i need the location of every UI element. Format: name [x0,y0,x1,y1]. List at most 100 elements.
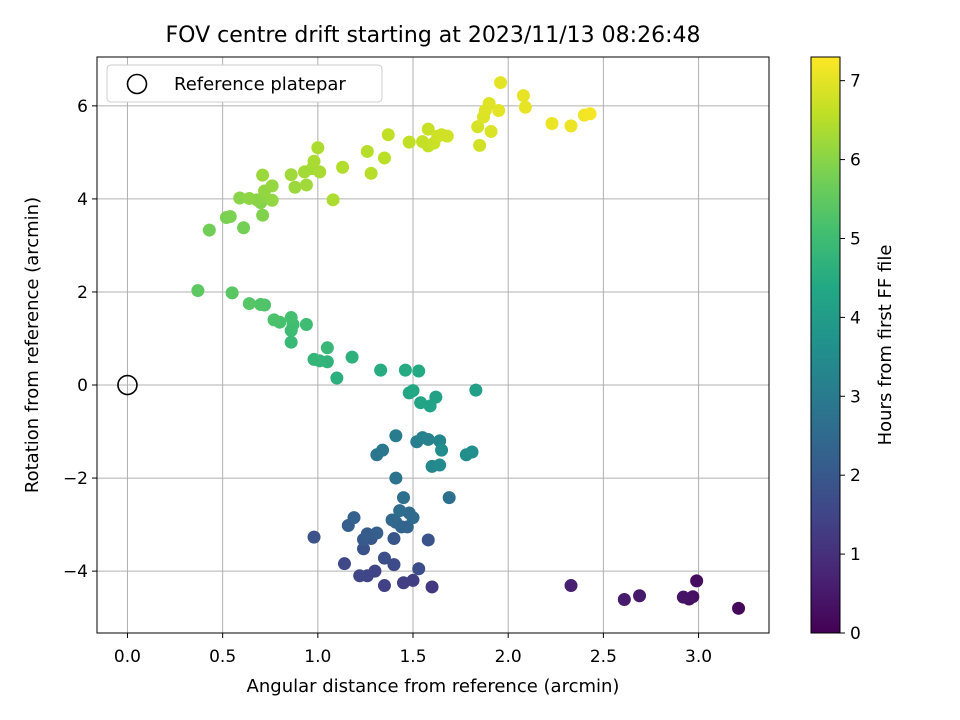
scatter-point [284,335,298,349]
scatter-point [516,89,530,103]
scatter-point [223,210,237,224]
scatter-point [414,396,428,410]
scatter-point [370,526,384,540]
legend-box [106,64,383,103]
scatter-point [307,352,321,366]
scatter-point [396,491,410,505]
scatter-point [307,530,321,544]
scatter-point [320,341,334,355]
colorbar-tick-label: 5 [850,229,861,249]
scatter-point [267,313,281,327]
scatter-point [353,569,367,583]
scatter-point [469,383,483,397]
scatter-point [545,117,559,131]
scatter-point [254,298,268,312]
x-tick-label: 0.0 [114,647,141,667]
scatter-point [564,119,578,133]
y-tick-label: −2 [63,469,88,489]
y-axis-label: Rotation from reference (arcmin) [22,197,43,493]
scatter-point [412,562,426,576]
x-axis-label: Angular distance from reference (arcmin) [247,676,620,697]
scatter-point [471,120,485,134]
scatter-point [387,532,401,546]
scatter-point [402,135,416,149]
scatter-point [442,491,456,505]
chart-title: FOV centre drift starting at 2023/11/13 … [166,23,701,48]
y-tick-label: 4 [77,190,88,210]
scatter-point [265,193,279,207]
scatter-point [398,363,412,377]
data-points [117,76,746,615]
scatter-point [191,284,205,298]
legend-marker [126,73,148,95]
scatter-point [492,104,506,118]
scatter-point [336,160,350,174]
colorbar-tick-label: 6 [850,151,861,171]
scatter-point [435,443,449,457]
y-tick-label: 2 [77,283,88,303]
reference-marker [117,374,138,396]
colorbar-tick-label: 0 [850,624,861,644]
scatter-point [376,443,390,457]
scatter-point [400,520,414,534]
scatter-point [284,168,298,182]
colorbar-gradient [810,56,841,634]
scatter-point [313,165,327,179]
scatter-point [357,542,371,556]
legend: Reference platepar [106,64,383,103]
scatter-point [360,144,374,158]
scatter-point [583,107,597,121]
scatter-point [202,223,216,237]
scatter-point [482,97,496,111]
scatter-point [345,350,359,364]
scatter-point [377,551,391,565]
scatter-point [421,122,435,136]
scatter-point [374,363,388,377]
colorbar-tick-label: 4 [850,308,861,328]
scatter-point [387,558,401,572]
scatter-point [389,471,403,485]
scatter-point [396,576,410,590]
scatter-point [518,100,532,114]
scatter-point [233,191,247,205]
scatter-point [377,579,391,593]
colorbar-tick-label: 7 [850,72,861,92]
plot-frame [96,56,770,634]
scatter-point [237,221,251,235]
scatter-point [381,128,395,142]
scatter-point [393,504,407,518]
scatter-point [284,311,298,325]
colorbar-tick-label: 2 [850,466,861,486]
x-tick-label: 1.5 [399,647,426,667]
scatter-point [676,590,690,604]
colorbar: 0 1 2 3 4 5 6 7 Hours from first FF file [810,56,896,644]
scatter-point [311,141,325,155]
y-tick-label: −4 [63,562,88,582]
scatter-point [256,208,270,222]
x-tick-label: 2.0 [495,647,522,667]
scatter-point [465,445,479,459]
scatter-point [360,527,374,541]
scatter-point [389,429,403,443]
legend-label: Reference platepar [174,74,346,95]
scatter-point [288,180,302,194]
colorbar-tick-label: 3 [850,387,861,407]
scatter-point [337,557,351,571]
scatter-point [385,513,399,527]
scatter-point [421,432,435,446]
x-axis-ticks: 0.0 0.5 1.0 1.5 2.0 2.5 3.0 [114,633,712,667]
scatter-point [377,151,391,165]
y-tick-label: 6 [77,97,88,117]
scatter-point [242,191,256,205]
scatter-point [364,166,378,180]
scatter-point [617,593,631,607]
scatter-point [265,179,279,193]
scatter-point [732,601,746,615]
scatter-point [299,178,313,192]
scatter-point [564,579,578,593]
scatter-point [347,511,361,525]
scatter-point [326,193,340,207]
scatter-point [256,168,270,182]
x-tick-label: 1.0 [304,647,331,667]
